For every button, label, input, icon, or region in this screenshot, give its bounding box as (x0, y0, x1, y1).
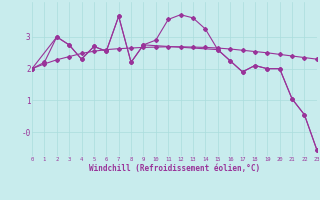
X-axis label: Windchill (Refroidissement éolien,°C): Windchill (Refroidissement éolien,°C) (89, 164, 260, 173)
